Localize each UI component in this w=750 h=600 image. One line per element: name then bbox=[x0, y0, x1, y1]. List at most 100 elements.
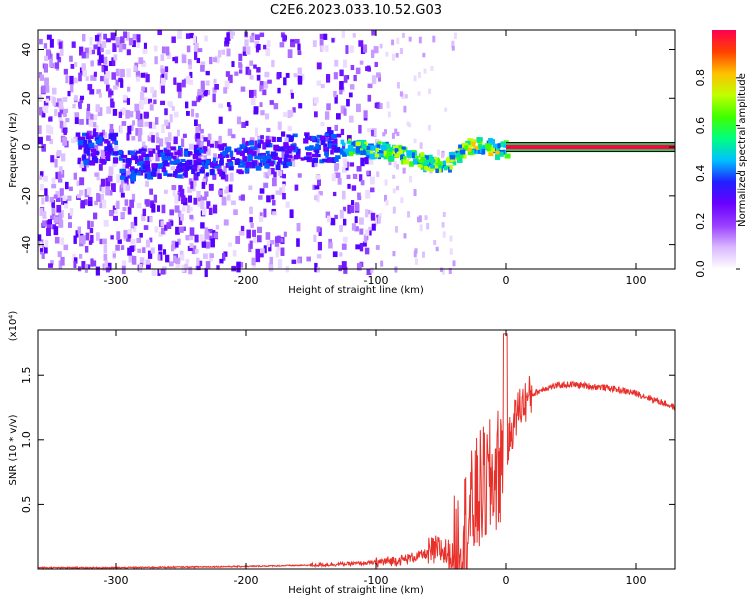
heatmap-cell bbox=[179, 188, 185, 197]
heatmap-cell bbox=[163, 170, 168, 176]
heatmap-cell bbox=[354, 202, 360, 212]
heatmap-cell bbox=[185, 110, 190, 116]
heatmap-cell bbox=[259, 248, 265, 254]
heatmap-cell bbox=[488, 138, 493, 144]
heatmap-cell bbox=[135, 70, 141, 78]
heatmap-cell bbox=[426, 222, 430, 230]
heatmap-cell bbox=[90, 221, 94, 228]
heatmap-cell bbox=[394, 148, 399, 152]
heatmap-cell bbox=[269, 240, 275, 245]
heatmap-cell bbox=[327, 215, 331, 223]
heatmap-cell bbox=[248, 89, 254, 98]
heatmap-cell bbox=[284, 137, 289, 143]
heatmap-cell bbox=[438, 161, 443, 167]
heatmap-cell bbox=[162, 249, 167, 255]
heatmap-cell bbox=[60, 153, 66, 162]
heatmap-cell bbox=[145, 199, 150, 207]
heatmap-cell bbox=[88, 196, 93, 202]
heatmap-cell bbox=[138, 264, 143, 273]
heatmap-cell bbox=[430, 65, 434, 71]
heatmap-cell bbox=[415, 155, 419, 162]
heatmap-cell bbox=[204, 35, 208, 42]
heatmap-cell bbox=[257, 155, 262, 160]
heatmap-cell bbox=[196, 153, 202, 162]
spectrogram-plot-frame bbox=[37, 29, 676, 270]
heatmap-cell bbox=[325, 153, 329, 158]
heatmap-cell bbox=[115, 36, 120, 46]
heatmap-cell bbox=[253, 236, 257, 244]
heatmap-cell bbox=[181, 54, 187, 64]
heatmap-cell bbox=[189, 71, 193, 78]
heatmap-cell bbox=[79, 189, 84, 196]
heatmap-cell bbox=[199, 260, 203, 267]
heatmap-cell bbox=[326, 157, 333, 163]
heatmap-cell bbox=[449, 157, 454, 163]
heatmap-cell bbox=[217, 144, 223, 149]
heatmap-cell bbox=[191, 245, 197, 255]
heatmap-cell bbox=[127, 86, 131, 92]
heatmap-cell bbox=[174, 194, 179, 199]
heatmap-cell bbox=[204, 227, 209, 234]
heatmap-cell bbox=[179, 250, 184, 257]
heatmap-cell bbox=[90, 49, 96, 55]
heatmap-cell bbox=[225, 154, 230, 158]
heatmap-cell bbox=[321, 45, 325, 51]
heatmap-cell bbox=[147, 250, 153, 259]
heatmap-cell bbox=[467, 151, 474, 156]
heatmap-cell bbox=[236, 261, 241, 269]
heatmap-cell bbox=[144, 156, 150, 161]
heatmap-cell bbox=[135, 110, 141, 120]
heatmap-cell bbox=[94, 172, 99, 177]
heatmap-cell bbox=[370, 187, 375, 193]
heatmap-cell bbox=[60, 237, 65, 246]
heatmap-cell bbox=[213, 57, 218, 63]
heatmap-cell bbox=[172, 188, 176, 197]
heatmap-cell bbox=[101, 129, 105, 136]
heatmap-cell bbox=[318, 191, 323, 196]
heatmap-cell bbox=[263, 208, 267, 218]
heatmap-cell bbox=[56, 204, 62, 213]
heatmap-cell bbox=[443, 166, 448, 171]
heatmap-cell bbox=[348, 151, 354, 157]
heatmap-cell bbox=[53, 216, 59, 223]
heatmap-cell bbox=[419, 142, 423, 149]
heatmap-cell bbox=[140, 91, 145, 101]
heatmap-cell bbox=[55, 172, 60, 180]
heatmap-cell bbox=[355, 244, 361, 250]
heatmap-cell bbox=[355, 141, 361, 147]
heatmap-cell bbox=[187, 59, 192, 65]
heatmap-cell bbox=[253, 89, 257, 99]
heatmap-cell bbox=[210, 168, 215, 175]
heatmap-cell bbox=[193, 178, 197, 187]
heatmap-cell bbox=[368, 157, 374, 165]
heatmap-cell bbox=[199, 140, 204, 149]
heatmap-cell bbox=[131, 255, 137, 265]
heatmap-cell bbox=[135, 150, 142, 154]
heatmap-cell bbox=[339, 252, 343, 257]
heatmap-cell bbox=[105, 71, 110, 79]
heatmap-cell bbox=[254, 34, 260, 40]
heatmap-cell bbox=[161, 204, 166, 214]
heatmap-cell bbox=[148, 151, 154, 157]
heatmap-cell bbox=[265, 139, 271, 145]
heatmap-cell bbox=[385, 141, 389, 146]
x-tick-label: -100 bbox=[364, 274, 389, 287]
heatmap-cell bbox=[370, 129, 374, 136]
heatmap-cell bbox=[114, 145, 119, 154]
heatmap-cell bbox=[93, 212, 98, 220]
heatmap-cell bbox=[173, 111, 179, 118]
heatmap-cell bbox=[240, 226, 245, 236]
heatmap-cell bbox=[45, 98, 49, 103]
heatmap-cell bbox=[192, 166, 198, 172]
heatmap-cell bbox=[41, 197, 45, 205]
heatmap-cell bbox=[131, 136, 136, 141]
heatmap-cell bbox=[352, 173, 358, 180]
heatmap-cell bbox=[471, 149, 475, 153]
heatmap-cell bbox=[215, 164, 220, 169]
heatmap-cell bbox=[70, 84, 74, 93]
heatmap-cell bbox=[43, 100, 49, 107]
heatmap-cell bbox=[103, 75, 109, 85]
heatmap-cell bbox=[263, 171, 267, 178]
heatmap-cell bbox=[86, 264, 91, 269]
